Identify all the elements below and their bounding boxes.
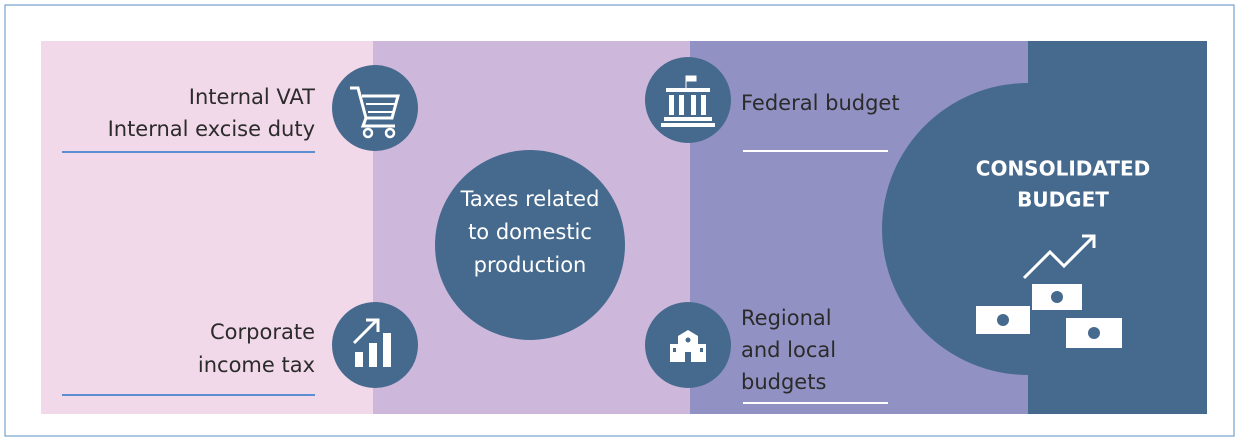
result-circle — [882, 83, 1174, 375]
source-label: Corporate — [210, 320, 315, 344]
government-icon — [645, 57, 731, 143]
result-label: CONSOLIDATED — [976, 157, 1150, 181]
destination-label: and local — [741, 338, 836, 362]
source-label: Internal excise duty — [108, 117, 315, 141]
frame — [4, 4, 1235, 437]
growth-icon — [332, 302, 418, 388]
source-label: income tax — [198, 353, 315, 377]
result-label: BUDGET — [1017, 188, 1109, 212]
school-icon — [645, 302, 731, 388]
money-icon — [976, 234, 1122, 348]
cart-icon — [332, 65, 418, 151]
center-label: to domestic — [468, 220, 592, 244]
center-circle — [435, 150, 625, 340]
center-label: Taxes related — [460, 187, 600, 211]
center-label: production — [474, 253, 587, 277]
source-label: Internal VAT — [189, 85, 315, 109]
destination-label: budgets — [741, 370, 826, 394]
destination-label: Federal budget — [741, 91, 900, 115]
band-sources — [41, 41, 373, 414]
destination-label: Regional — [741, 306, 832, 330]
